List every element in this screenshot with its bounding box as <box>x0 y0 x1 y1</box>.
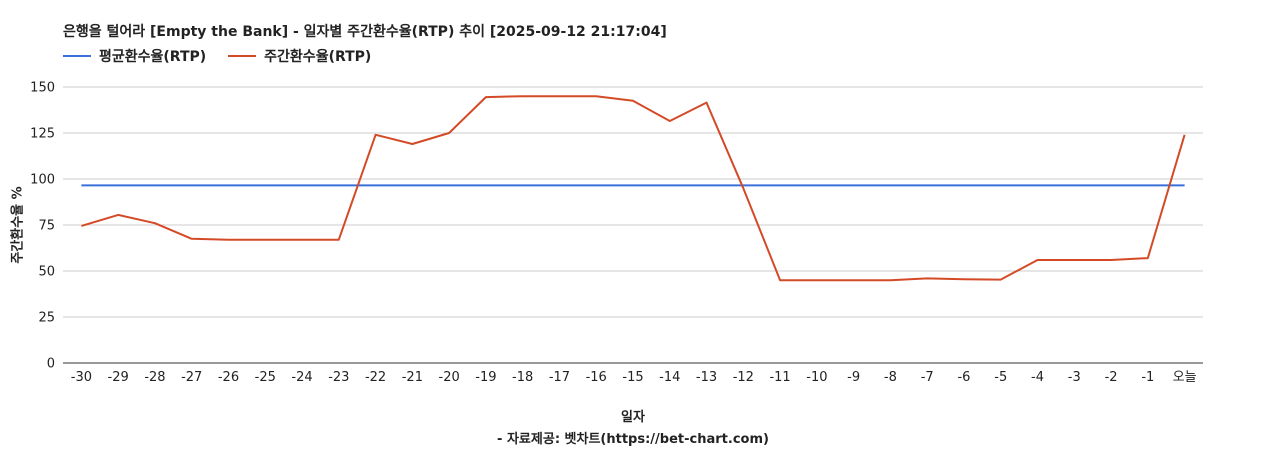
x-tick-label: -4 <box>1031 370 1044 385</box>
legend-label-weekly-rtp: 주간환수율(RTP) <box>264 49 372 65</box>
legend-item-average-rtp[interactable]: 평균환수율(RTP) <box>63 46 206 66</box>
x-tick-label: -5 <box>994 370 1007 385</box>
x-tick-label: -24 <box>291 370 312 385</box>
x-tick-label: -10 <box>806 370 827 385</box>
x-tick-label: -1 <box>1141 370 1154 385</box>
x-tick-label: -30 <box>71 370 92 385</box>
x-tick-label: -21 <box>402 370 423 385</box>
x-tick-label: -29 <box>108 370 129 385</box>
x-tick-label: -17 <box>549 370 570 385</box>
x-tick-label: 오늘 <box>1173 370 1197 385</box>
x-tick-label: -7 <box>921 370 934 385</box>
source-credit: - 자료제공: 벳차트(https://bet-chart.com) <box>497 432 769 447</box>
x-tick-label: -20 <box>439 370 460 385</box>
x-tick-label: -18 <box>512 370 533 385</box>
series-line-weekly-rtp <box>81 95 1186 282</box>
legend-swatch-weekly-rtp <box>228 55 257 57</box>
legend-label-average-rtp: 평균환수율(RTP) <box>99 49 207 65</box>
legend: 평균환수율(RTP) 주간환수율(RTP) <box>63 46 371 66</box>
x-tick-label: -11 <box>769 370 790 385</box>
x-tick-label: -15 <box>622 370 643 385</box>
x-tick-label: -9 <box>847 370 860 385</box>
y-tick-label: 0 <box>47 357 55 372</box>
x-tick-label: -14 <box>659 370 680 385</box>
x-tick-label: -16 <box>586 370 607 385</box>
x-tick-label: -27 <box>181 370 202 385</box>
chart-title: 은행을 털어라 [Empty the Bank] - 일자별 주간환수율(RTP… <box>63 24 667 40</box>
x-tick-label: -8 <box>884 370 897 385</box>
y-tick-label: 25 <box>38 311 55 326</box>
x-tick-label: -26 <box>218 370 239 385</box>
x-tick-label: -19 <box>475 370 496 385</box>
x-tick-label: -25 <box>255 370 276 385</box>
x-tick-label: -28 <box>144 370 165 385</box>
legend-swatch-average-rtp <box>63 55 91 57</box>
y-tick-label: 100 <box>30 173 55 188</box>
x-tick-label: -23 <box>328 370 349 385</box>
x-tick-label: -3 <box>1068 370 1081 385</box>
x-tick-label: -12 <box>733 370 754 385</box>
y-tick-label: 75 <box>38 219 55 234</box>
x-axis-label: 일자 <box>621 410 645 425</box>
x-tick-label: -2 <box>1105 370 1118 385</box>
x-tick-label: -22 <box>365 370 386 385</box>
x-tick-label: -6 <box>957 370 970 385</box>
y-tick-label: 50 <box>38 265 55 280</box>
y-tick-label: 150 <box>30 81 55 96</box>
legend-item-weekly-rtp[interactable]: 주간환수율(RTP) <box>228 46 371 66</box>
x-tick-label: -13 <box>696 370 717 385</box>
y-tick-label: 125 <box>30 127 55 142</box>
